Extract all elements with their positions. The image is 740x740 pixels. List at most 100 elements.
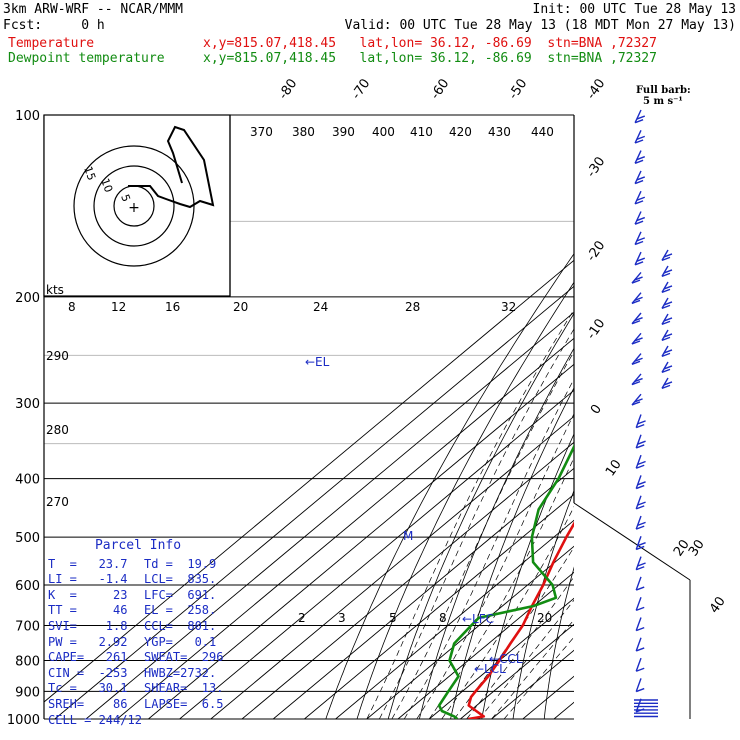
hodograph-ring-label: 5 (118, 193, 133, 204)
wind-barb-flag (663, 365, 673, 370)
pressure-label: 700 (15, 619, 40, 634)
isotherm-label: 30 (686, 537, 708, 559)
parcel-info-panel: Parcel Info T = 23.7 Td = 19.9 LI = -1.4 L… (44, 536, 232, 732)
wind-barb-flag (631, 380, 641, 386)
wind-barb-flag (661, 336, 671, 342)
wind-barb (634, 109, 642, 123)
theta-label: 440 (531, 125, 554, 139)
theta-label: 390 (332, 125, 355, 139)
isotherm (335, 519, 574, 719)
dry-adiabat (356, 281, 574, 719)
mixing-ratio-label: 3 (338, 611, 346, 625)
mixing-ratio-label: 32 (501, 300, 516, 314)
init-time: Init: 00 UTC Tue 28 May 13 (532, 2, 737, 17)
theta-label: 420 (449, 125, 472, 139)
wind-barb (661, 297, 669, 309)
wind-barb (635, 495, 642, 510)
wind-barb-flag (636, 216, 646, 222)
wind-barb-flag (635, 667, 645, 672)
wind-barb-flag (634, 377, 643, 383)
wind-barb-flag (635, 647, 645, 652)
wind-barb (635, 536, 642, 550)
wind-barb-flag (661, 288, 671, 294)
wind-barb (661, 313, 669, 325)
wind-barb-flag (663, 301, 673, 306)
wind-barb-flag (637, 420, 646, 425)
wind-barb (631, 393, 642, 406)
isotherm-label: -10 (584, 316, 608, 342)
wind-barb-flag (663, 349, 673, 354)
temperature-trace (467, 521, 574, 719)
moist-adiabat (453, 546, 574, 719)
model-title: 3km ARW-WRF -- NCAR/MMM (3, 2, 184, 17)
wind-barb-flag (635, 566, 645, 571)
wind-barb-flag (661, 320, 671, 326)
wind-barb-flag (661, 272, 671, 278)
dry-adiabat (512, 489, 574, 719)
parcel-row: TT = 46 EL = 258. (48, 603, 217, 618)
dry-adiabat (387, 312, 574, 719)
moist-adiabat (441, 505, 574, 719)
wind-barb-flag (663, 253, 673, 258)
header: 3km ARW-WRF -- NCAR/MMM Init: 00 UTC Tue… (0, 0, 740, 70)
wind-barb-flag (635, 545, 645, 551)
wind-barb (634, 150, 642, 164)
sounding-traces (437, 443, 574, 719)
isotherm-label: -40 (584, 76, 608, 102)
adiabat-label: 280 (46, 423, 69, 437)
frame-edge (573, 502, 691, 581)
dry-adiabat (669, 115, 740, 719)
wind-barb-flag (634, 139, 644, 144)
theta-label: 400 (372, 125, 395, 139)
wind-barb-flag (634, 261, 644, 266)
wind-barb (635, 515, 642, 530)
theta-label: 410 (410, 125, 433, 139)
wind-barb-flag (631, 299, 641, 305)
dry-adiabat (419, 347, 574, 719)
wind-barb (635, 454, 642, 469)
mixing-ratio-label: 16 (165, 300, 180, 314)
wind-barb-flag (636, 257, 646, 262)
wind-barb (635, 596, 642, 611)
wind-barb (631, 332, 642, 345)
mixing-ratio-label: 12 (111, 300, 126, 314)
pressure-label: 200 (15, 291, 40, 306)
dry-adiabat (481, 433, 574, 719)
moist-adiabat (378, 328, 574, 719)
moist-adiabat (428, 456, 574, 719)
level-marker-lfc: ←LFC (462, 612, 494, 626)
barb-legend-title: Full barb: (636, 85, 691, 96)
wind-barb-flag (634, 398, 643, 403)
parcel-row: CAPE= 261 SWEAT= 296 (48, 650, 224, 665)
theta-label: 370 (250, 125, 273, 139)
wind-barb (635, 434, 642, 449)
wind-barb-flag (635, 687, 645, 693)
moist-adiabat (466, 576, 574, 719)
wind-barb (661, 345, 669, 357)
moist-adiabat (503, 636, 574, 719)
moist-adiabat (403, 378, 574, 719)
moist-adiabat (391, 350, 574, 719)
wind-barb (635, 576, 642, 591)
wind-barb-flag (631, 340, 641, 345)
hodograph-ring-label: 10 (98, 177, 115, 195)
wind-barb-flag (634, 337, 643, 342)
dewpoint-label: Dewpoint temperature (8, 51, 165, 66)
mixing-ratio-label: 5 (389, 611, 397, 625)
wind-barb-flag (636, 135, 646, 141)
wind-barb-flag (637, 542, 646, 547)
wind-barb-flag (636, 115, 646, 120)
wind-barb-flag (634, 119, 644, 124)
wind-barb (634, 251, 642, 266)
wind-barb-flag (636, 237, 646, 242)
isotherm-label: -80 (276, 76, 300, 102)
wind-barb-flag (636, 176, 646, 181)
wind-barb (634, 190, 642, 205)
wind-barb-flag (634, 296, 643, 302)
wind-barb-flag (637, 481, 646, 486)
hodograph-ring (93, 165, 175, 247)
dry-adiabat (325, 253, 574, 719)
level-marker-el: ←EL (305, 355, 330, 369)
wind-barb-flag (636, 156, 646, 161)
valid-time: Valid: 00 UTC Tue 28 May 13 (18 MDT Mon … (344, 18, 736, 33)
